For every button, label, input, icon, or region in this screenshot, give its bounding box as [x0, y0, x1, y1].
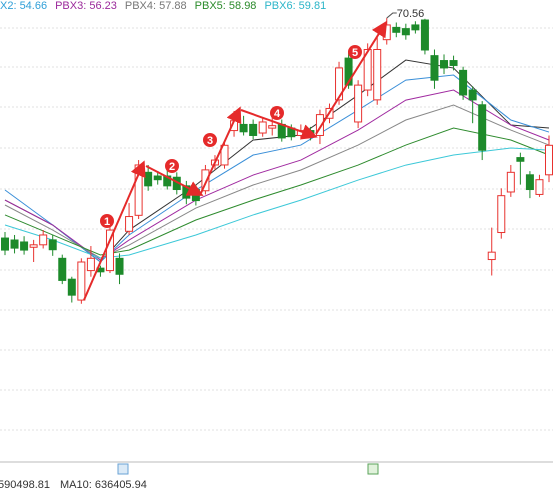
arrow: [240, 109, 318, 140]
candle-body: [363, 49, 372, 91]
candle-body: [29, 244, 38, 248]
candle-body: [58, 257, 67, 281]
candle-body: [487, 251, 496, 261]
badge: [165, 159, 179, 173]
candle-body: [449, 60, 458, 66]
candle-body: [459, 69, 468, 96]
candle-body: [335, 67, 344, 101]
candle-body: [115, 257, 124, 275]
candle-body: [153, 175, 162, 181]
candle-body: [525, 174, 534, 191]
candle-body: [10, 239, 19, 249]
badge-label: 2: [169, 161, 175, 173]
badges: 1 2 3 4 5: [100, 45, 362, 228]
candle-body: [77, 261, 86, 301]
candle-body: [67, 278, 76, 296]
arrow: [200, 106, 242, 194]
indicator-line: [4, 127, 550, 256]
candle-body: [401, 28, 410, 36]
candle-body: [440, 60, 449, 69]
legend-entry: PBX4: 57.88: [125, 0, 187, 12]
legend-entry: X2: 54.66: [0, 0, 47, 12]
candle-body: [478, 104, 487, 151]
badge: [100, 214, 114, 228]
candle-body: [39, 234, 48, 246]
plot: 70.56: [1, 8, 553, 304]
badge-label: 5: [352, 47, 358, 59]
arrow: [145, 165, 204, 196]
candle-body: [516, 157, 525, 162]
candle-body: [344, 57, 353, 86]
footer-text: MA10: 636405.94: [60, 479, 147, 490]
candle-body: [20, 241, 29, 251]
max-label: 70.56: [397, 8, 425, 20]
candle-body: [535, 179, 544, 195]
arrow: [315, 20, 388, 135]
candle-body: [354, 84, 363, 123]
indicator-line: [4, 74, 550, 263]
candle-body: [497, 195, 506, 234]
candle-body: [373, 49, 382, 101]
badge-label: 4: [274, 108, 281, 120]
candle-body: [258, 121, 267, 134]
indicator-line: [4, 147, 550, 259]
candle-body: [239, 123, 248, 133]
candle-body: [545, 144, 553, 176]
candle-body: [48, 239, 57, 251]
indicator-line: [4, 104, 550, 259]
badge: [203, 133, 217, 147]
candle-body: [430, 55, 439, 81]
candle-body: [268, 125, 277, 129]
candle-body: [468, 89, 477, 101]
footer-text: 590498.81: [0, 479, 50, 490]
legend-entry: PBX3: 56.23: [55, 0, 117, 12]
badge: [348, 45, 362, 59]
max-pointer: [386, 12, 397, 19]
candle-body: [144, 171, 153, 187]
indicator-line: [4, 59, 550, 263]
icon[interactable]: [367, 463, 379, 475]
candle-body: [125, 216, 134, 232]
candle-body: [220, 144, 229, 166]
candle-body: [86, 257, 95, 272]
legend-entry: PBX6: 59.81: [264, 0, 326, 12]
badge-label: 1: [104, 216, 110, 228]
candle-body: [1, 237, 9, 251]
candle-body: [411, 24, 420, 31]
candle-body: [420, 19, 429, 51]
candle-body: [506, 171, 515, 193]
badge-label: 3: [207, 135, 213, 147]
candle-body: [249, 123, 258, 136]
candle-body: [382, 24, 391, 41]
arrows: [83, 20, 388, 301]
candle-body: [392, 26, 401, 33]
arrow: [83, 160, 146, 301]
candle-body: [201, 169, 210, 192]
icon[interactable]: [117, 463, 129, 475]
legend-entry: PBX5: 58.98: [195, 0, 257, 12]
badge: [270, 106, 284, 120]
